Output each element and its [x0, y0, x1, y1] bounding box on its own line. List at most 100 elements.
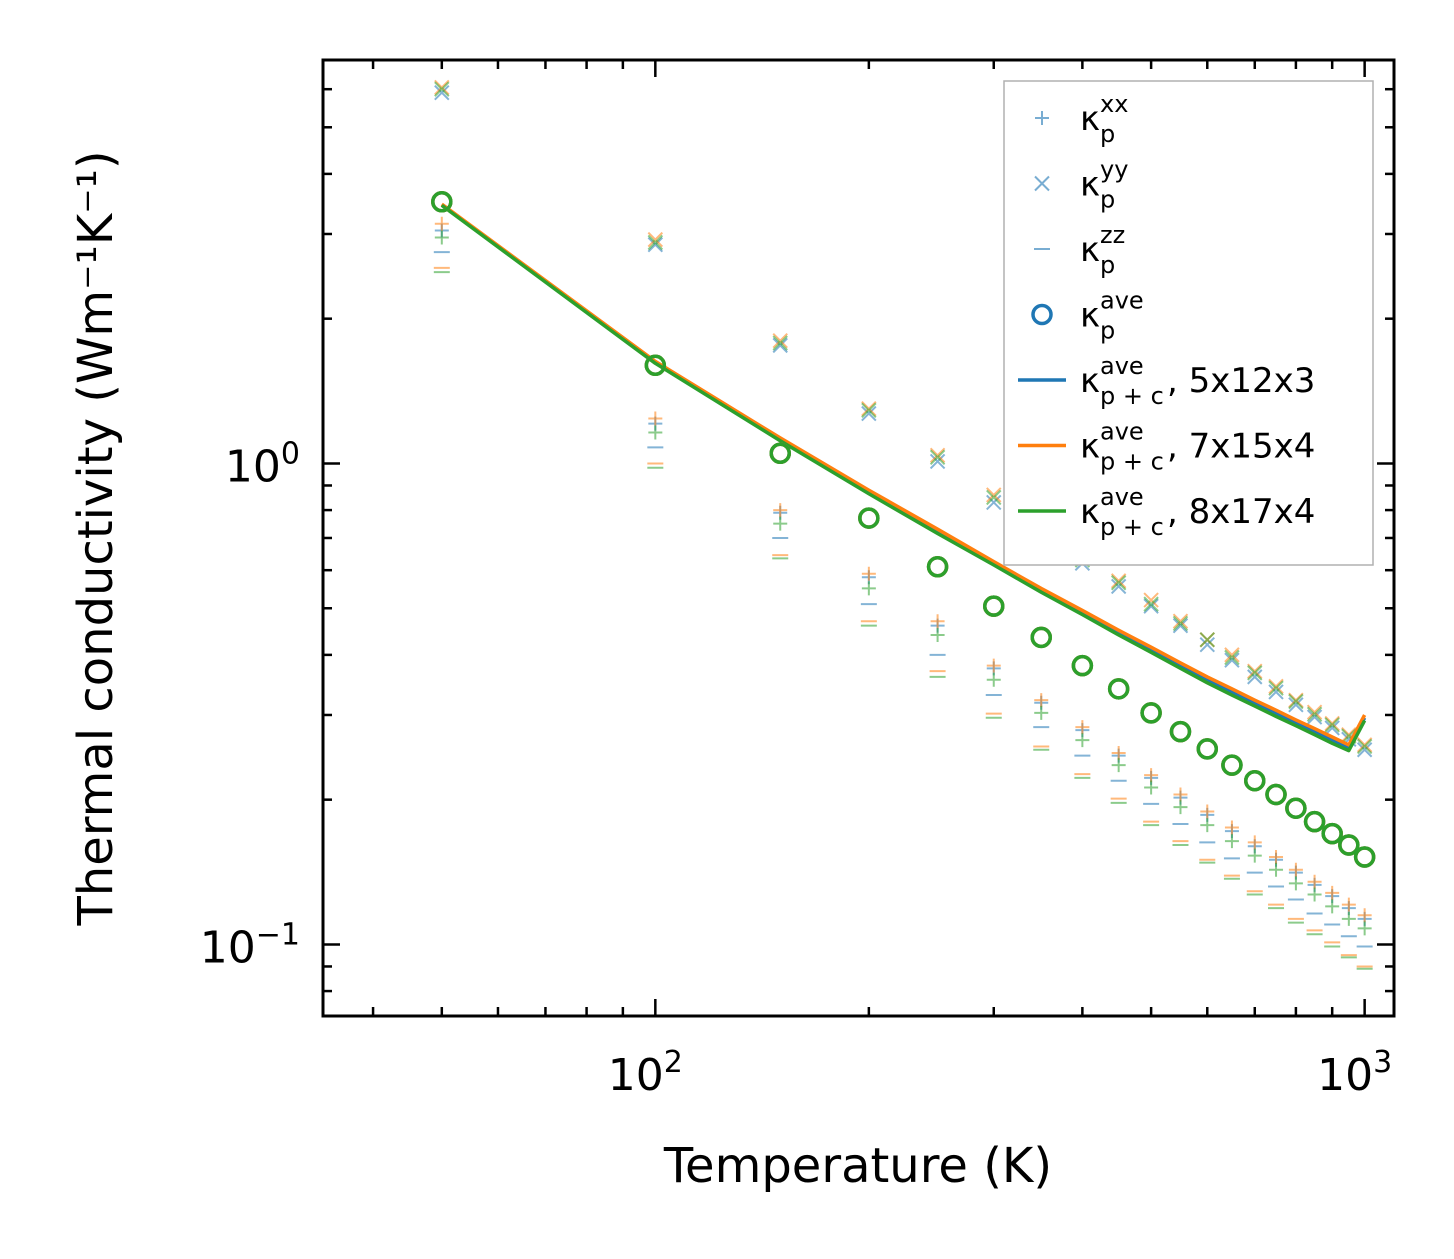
point-kxx-8x17x4-50 — [434, 230, 449, 245]
point-kyy-8x17x4-650-shape — [1224, 649, 1240, 666]
legend-item-kxx-marker — [1035, 111, 1049, 125]
point-kyy-8x17x4-850 — [1306, 706, 1323, 722]
point-kave-8x17x4-800 — [1285, 797, 1307, 819]
point-kyy-8x17x4-850-shape — [1306, 706, 1323, 722]
point-kyy-8x17x4-300-shape — [986, 489, 1002, 506]
point-kxx-7x15x4-250-shape — [930, 614, 945, 629]
point-kave-8x17x4-150-shape — [769, 442, 791, 465]
point-kyy-5x12x3-500 — [1143, 598, 1159, 614]
point-kxx-7x15x4-650 — [1224, 820, 1239, 835]
legend-item-kzz-base: κ — [1080, 230, 1100, 270]
plot-frame — [321, 58, 1396, 1018]
point-kxx-8x17x4-450-shape — [1111, 758, 1126, 773]
point-kyy-5x12x3-1000-shape — [1356, 742, 1373, 758]
point-kave-8x17x4-750-shape — [1265, 783, 1287, 806]
point-kyy-8x17x4-50 — [434, 81, 450, 97]
point-kyy-7x15x4-650 — [1224, 647, 1240, 663]
point-kyy-5x12x3-1000 — [1356, 742, 1373, 758]
legend-item-kpc2-base: κ — [1080, 427, 1100, 467]
legend-item-kyy-sub: p — [1100, 186, 1115, 214]
legend-item-kpc1-label: κave p + c, 5x12x3 — [1080, 352, 1315, 410]
point-kyy-5x12x3-650-shape — [1224, 652, 1240, 668]
point-kxx-7x15x4-1000 — [1357, 908, 1372, 923]
point-kxx-7x15x4-550-shape — [1173, 787, 1188, 802]
point-kyy-7x15x4-150 — [772, 332, 788, 349]
point-kave-8x17x4-350 — [1030, 626, 1052, 649]
legend-item-kpc3-base: κ — [1080, 492, 1100, 532]
point-kave-8x17x4-650-shape — [1221, 754, 1243, 776]
point-kyy-5x12x3-650 — [1224, 652, 1240, 668]
point-kxx-8x17x4-250-shape — [930, 627, 945, 642]
point-kyy-7x15x4-500-shape — [1143, 592, 1159, 608]
point-kxx-8x17x4-900-shape — [1325, 899, 1340, 914]
point-kave-8x17x4-250 — [926, 555, 949, 578]
point-kyy-5x12x3-150 — [772, 337, 788, 354]
point-kxx-8x17x4-850-shape — [1307, 887, 1322, 902]
point-kxx-7x15x4-650-shape — [1224, 820, 1239, 835]
point-kyy-5x12x3-850 — [1306, 709, 1323, 725]
point-kave-8x17x4-1000 — [1353, 846, 1376, 868]
point-kave-8x17x4-50 — [431, 191, 453, 213]
point-kxx-7x15x4-200-shape — [861, 566, 876, 581]
point-kyy-7x15x4-500 — [1143, 592, 1159, 608]
legend-item-kpc1-base: κ — [1080, 361, 1100, 401]
point-kxx-7x15x4-500 — [1144, 768, 1159, 783]
point-kyy-7x15x4-450 — [1110, 573, 1127, 589]
point-kxx-8x17x4-550 — [1173, 800, 1188, 815]
legend-item-kzz-sub: p — [1100, 251, 1115, 279]
point-kyy-8x17x4-250-shape — [929, 449, 946, 466]
point-kxx-8x17x4-950 — [1341, 911, 1356, 926]
point-kxx-8x17x4-400-shape — [1075, 733, 1090, 748]
point-kyy-8x17x4-250 — [929, 449, 946, 466]
legend-item-kave-sub: p — [1100, 317, 1115, 345]
legend-item-kxx-sup: xx — [1100, 90, 1128, 118]
x-tick-label-1000-base: 10 — [1317, 1050, 1373, 1101]
y-tick-label-0.1-exp: −1 — [256, 917, 300, 952]
point-kyy-7x15x4-550-shape — [1172, 613, 1189, 629]
point-kyy-8x17x4-600-shape — [1199, 632, 1215, 648]
point-kyy-8x17x4-1000-shape — [1356, 738, 1373, 755]
point-kyy-7x15x4-750-shape — [1268, 678, 1284, 695]
point-kave-8x17x4-1000-shape — [1353, 846, 1376, 868]
legend-item-kpc3-suffix: , 8x17x4 — [1167, 492, 1315, 532]
point-kyy-7x15x4-250-shape — [929, 447, 946, 463]
point-kxx-7x15x4-450-shape — [1111, 746, 1126, 761]
point-kxx-7x15x4-400 — [1075, 720, 1090, 735]
point-kyy-8x17x4-700 — [1247, 665, 1263, 681]
legend-item-kzz-label: κzz p — [1080, 221, 1125, 279]
point-kyy-7x15x4-700 — [1247, 663, 1263, 679]
point-kyy-8x17x4-150 — [772, 335, 788, 351]
point-kyy-8x17x4-500-shape — [1143, 596, 1159, 612]
point-kxx-8x17x4-800 — [1288, 876, 1303, 891]
point-kyy-7x15x4-650-shape — [1224, 647, 1240, 663]
legend-item-kxx-base: κ — [1080, 99, 1100, 139]
point-kave-8x17x4-350-shape — [1030, 626, 1052, 649]
point-kxx-7x15x4-750 — [1269, 849, 1284, 864]
point-kave-8x17x4-400 — [1071, 654, 1094, 677]
point-kxx-8x17x4-300 — [986, 672, 1001, 687]
point-kxx-8x17x4-950-shape — [1341, 911, 1356, 926]
point-kyy-8x17x4-200-shape — [861, 402, 877, 418]
point-kyy-7x15x4-200 — [861, 400, 877, 417]
legend-item-kpc1-sup: ave — [1100, 352, 1144, 380]
point-kxx-7x15x4-700 — [1247, 835, 1262, 850]
point-kyy-5x12x3-550 — [1172, 617, 1189, 634]
point-kyy-7x15x4-150-shape — [772, 332, 788, 349]
point-kxx-8x17x4-50-shape — [434, 230, 449, 245]
series-line-kpc-8x17x4 — [440, 203, 1367, 753]
point-kyy-5x12x3-450-shape — [1110, 578, 1127, 595]
point-kyy-8x17x4-100 — [647, 234, 664, 251]
legend-item-kxx-marker-shape — [1035, 111, 1049, 125]
point-kxx-7x15x4-150-shape — [773, 503, 788, 518]
point-kxx-8x17x4-150 — [773, 516, 788, 531]
point-kxx-8x17x4-1000-shape — [1357, 921, 1372, 936]
point-kxx-8x17x4-600-shape — [1200, 818, 1215, 833]
point-kave-8x17x4-300-shape — [983, 595, 1005, 617]
point-kyy-5x12x3-550-shape — [1172, 617, 1189, 634]
point-kyy-7x15x4-750 — [1268, 678, 1284, 695]
point-kyy-8x17x4-550 — [1172, 615, 1189, 632]
point-kave-8x17x4-500 — [1140, 702, 1162, 724]
point-kave-8x17x4-150 — [769, 442, 791, 465]
legend-item-kpc3-sub: p + c — [1100, 513, 1164, 541]
point-kyy-7x15x4-900-shape — [1324, 715, 1340, 732]
